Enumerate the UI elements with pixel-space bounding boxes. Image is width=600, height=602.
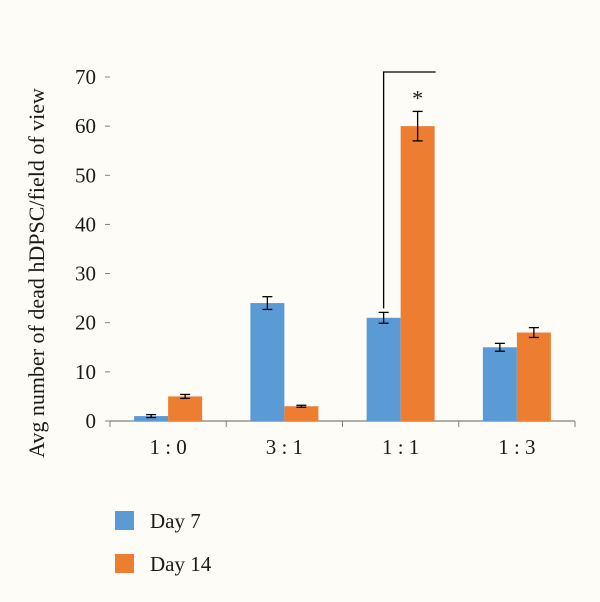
significance-bracket: [382, 71, 436, 309]
bar-day-7: [250, 303, 285, 421]
y-tick-label: 50: [75, 163, 96, 187]
legend-swatch-day-14: [115, 554, 134, 573]
bar-day-14: [516, 332, 551, 421]
x-tick-label: 3 : 1: [266, 435, 303, 459]
y-tick-label: 60: [75, 114, 96, 138]
x-tick-label: 1 : 0: [149, 435, 186, 459]
bar-day-7: [482, 347, 517, 421]
bar-day-14: [400, 126, 435, 422]
y-tick-label: 30: [75, 262, 96, 286]
bar-day-7: [134, 416, 169, 421]
bar-day-14: [168, 396, 203, 421]
significance-asterisk: *: [412, 85, 423, 110]
y-axis-title: Avg number of dead hDPSC/field of view: [24, 88, 49, 458]
y-tick-label: 20: [75, 311, 96, 335]
x-tick-label: 1 : 1: [382, 435, 419, 459]
y-tick-label: 40: [75, 212, 96, 236]
y-tick-label: 0: [86, 409, 97, 433]
legend-label-day-7: Day 7: [150, 509, 201, 533]
bar-day-14: [284, 406, 319, 421]
y-tick-label: 10: [75, 360, 96, 384]
x-tick-label: 1 : 3: [498, 435, 535, 459]
y-tick-label: 70: [75, 65, 96, 89]
legend-label-day-14: Day 14: [150, 552, 212, 576]
bar-day-7: [366, 317, 401, 421]
legend-swatch-day-7: [115, 511, 134, 530]
